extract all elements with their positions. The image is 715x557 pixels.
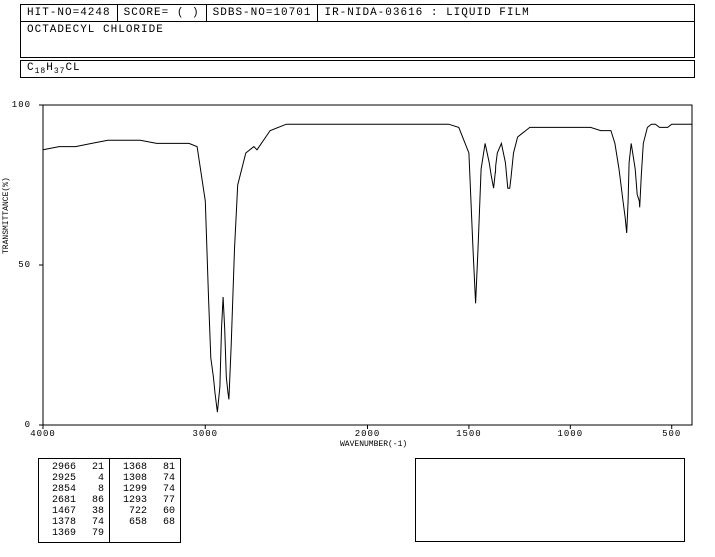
peak-transmittance: 74 — [157, 484, 175, 495]
y-tick: 100 — [11, 100, 31, 110]
peak-column-2: 1368 81 1308 74 1299 74 1293 77 722 60 658 68 — [110, 459, 180, 542]
x-axis-label: WAVENUMBER(-1) — [340, 440, 407, 449]
peak-wavenumber: 1467 — [44, 506, 76, 517]
hit-no: HIT-NO=4248 — [21, 5, 118, 21]
formula-h-sub: 37 — [54, 67, 66, 76]
peak-wavenumber: 722 — [115, 506, 147, 517]
peak-transmittance: 4 — [86, 473, 104, 484]
peak-wavenumber: 658 — [115, 517, 147, 528]
x-tick: 2000 — [355, 429, 381, 439]
peak-wavenumber: 1308 — [115, 473, 147, 484]
formula-h: H — [46, 62, 54, 74]
peak-wavenumber: 2854 — [44, 484, 76, 495]
peak-transmittance: 74 — [86, 517, 104, 528]
peak-row: 658 68 — [115, 517, 175, 528]
formula-cl: CL — [65, 62, 80, 74]
peak-transmittance: 77 — [157, 495, 175, 506]
x-tick: 500 — [662, 429, 681, 439]
x-tick: 1000 — [558, 429, 584, 439]
peak-transmittance: 74 — [157, 473, 175, 484]
peak-wavenumber: 1369 — [44, 528, 76, 539]
peak-row: 2925 4 — [44, 473, 104, 484]
peak-row: 1467 38 — [44, 506, 104, 517]
peak-wavenumber: 1293 — [115, 495, 147, 506]
peak-row: 1369 79 — [44, 528, 104, 539]
peak-row: 2681 86 — [44, 495, 104, 506]
peak-row: 1293 77 — [115, 495, 175, 506]
peak-transmittance: 60 — [157, 506, 175, 517]
peak-row: 1378 74 — [44, 517, 104, 528]
peak-row: 2854 8 — [44, 484, 104, 495]
peak-wavenumber: 1378 — [44, 517, 76, 528]
sdbs-no: SDBS-NO=10701 — [207, 5, 319, 21]
peak-row: 2966 21 — [44, 462, 104, 473]
formula-c-sub: 18 — [35, 67, 47, 76]
y-tick: 50 — [11, 260, 31, 270]
peak-wavenumber: 2925 — [44, 473, 76, 484]
ir-spectrum-chart — [35, 99, 700, 439]
peak-row: 1299 74 — [115, 484, 175, 495]
peak-transmittance: 8 — [86, 484, 104, 495]
molecular-formula: C18H37CL — [20, 60, 695, 78]
peak-transmittance: 38 — [86, 506, 104, 517]
peak-row: 1308 74 — [115, 473, 175, 484]
ir-info: IR-NIDA-03616 : LIQUID FILM — [318, 5, 694, 21]
header-row: HIT-NO=4248 SCORE= ( ) SDBS-NO=10701 IR-… — [20, 4, 695, 22]
x-tick: 1500 — [456, 429, 482, 439]
peak-wavenumber: 1299 — [115, 484, 147, 495]
peak-wavenumber: 2966 — [44, 462, 76, 473]
peak-wavenumber: 1368 — [115, 462, 147, 473]
compound-name: OCTADECYL CHLORIDE — [20, 22, 695, 58]
peak-transmittance: 79 — [86, 528, 104, 539]
peak-column-1: 2966 21 2925 4 2854 8 2681 86 1467 38 1378 74 1369 79 — [39, 459, 110, 542]
score: SCORE= ( ) — [118, 5, 207, 21]
formula-c: C — [27, 62, 35, 74]
peak-table: 2966 21 2925 4 2854 8 2681 86 1467 38 1378 74 1369 79… — [38, 458, 181, 543]
y-tick: 0 — [11, 420, 31, 430]
empty-panel — [415, 458, 685, 542]
peak-transmittance: 81 — [157, 462, 175, 473]
x-tick: 3000 — [192, 429, 218, 439]
y-axis-label: TRANSMITTANCE(%) — [2, 177, 11, 254]
peak-row: 722 60 — [115, 506, 175, 517]
x-tick: 4000 — [30, 429, 56, 439]
peak-transmittance: 21 — [86, 462, 104, 473]
peak-transmittance: 68 — [157, 517, 175, 528]
peak-transmittance: 86 — [86, 495, 104, 506]
peak-wavenumber: 2681 — [44, 495, 76, 506]
peak-row: 1368 81 — [115, 462, 175, 473]
